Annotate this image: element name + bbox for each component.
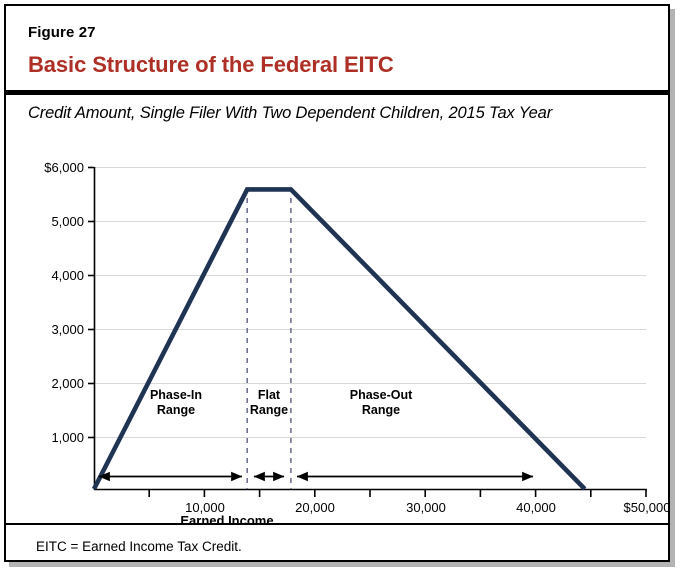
phase-out-range-label-line1: Phase-Out [349, 388, 413, 402]
x-axis-title: Earned Income [6, 513, 668, 528]
phase-out-range-label: Phase-Out Range [316, 388, 446, 418]
figure-subtitle: Credit Amount, Single Filer With Two Dep… [28, 104, 553, 122]
footnote-text: EITC = Earned Income Tax Credit. [36, 539, 242, 554]
y-tick-label-1000: 1,000 [51, 430, 84, 445]
figure-panel: Figure 27 Basic Structure of the Federal… [4, 4, 671, 562]
phase-in-range-label-line1: Phase-In [149, 388, 203, 402]
y-tick-label-5000: 5,000 [51, 214, 84, 229]
flat-range-label-line1: Flat [257, 388, 281, 402]
chart-plot-area: $6,000 5,000 4,000 3,000 2,000 1,000 10,… [6, 136, 670, 528]
y-tick-label-4000: 4,000 [51, 268, 84, 283]
y-tick-label-6000: $6,000 [44, 160, 84, 175]
phase-in-range-label-line2: Range [156, 403, 196, 417]
x-tick-label-40000: 40,000 [516, 500, 556, 515]
phase-out-range-label-line2: Range [361, 403, 401, 417]
y-tick-label-3000: 3,000 [51, 322, 84, 337]
flat-range-label: Flat Range [234, 388, 304, 418]
y-axis-ticks [88, 166, 94, 439]
eitc-credit-line [91, 187, 587, 491]
y-tick-label-2000: 2,000 [51, 376, 84, 391]
figure-title: Basic Structure of the Federal EITC [28, 52, 394, 77]
flat-range-label-line2: Range [249, 403, 289, 417]
x-axis-ticks [148, 490, 647, 497]
x-axis-title-text: Earned Income [180, 513, 274, 528]
footnote-divider [6, 523, 668, 525]
reference-lines [246, 198, 292, 489]
x-tick-label-20000: 20,000 [295, 500, 335, 515]
eitc-line-chart [88, 166, 647, 497]
x-tick-label-10000: 10,000 [185, 500, 225, 515]
x-tick-label-50000: $50,000 [623, 500, 671, 515]
phase-in-range-label: Phase-In Range [116, 388, 236, 418]
title-divider [6, 90, 668, 95]
x-tick-label-30000: 30,000 [406, 500, 446, 515]
gridlines [94, 167, 646, 438]
figure-number: Figure 27 [28, 24, 96, 41]
